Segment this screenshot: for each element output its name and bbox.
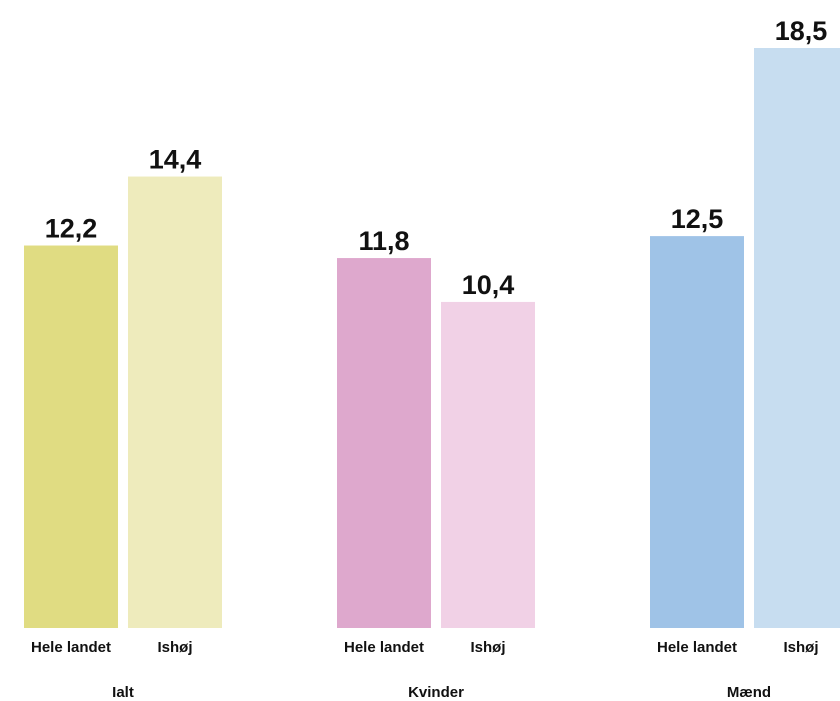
- group-label: Ialt: [112, 684, 134, 701]
- bar: [337, 258, 431, 628]
- group-label: Mænd: [727, 684, 771, 701]
- bar-group: 12,5 Hele landet 18,5 Ishøj Mænd: [650, 16, 840, 701]
- bar-group: 11,8 Hele landet 10,4 Ishøj Kvinder: [337, 226, 535, 701]
- bar: [441, 301, 535, 628]
- tick-label: Hele landet: [344, 639, 424, 656]
- data-label: 12,5: [671, 204, 724, 234]
- bar: [754, 48, 840, 628]
- bar: [128, 176, 222, 629]
- tick-label: Ishøj: [783, 639, 818, 656]
- bar: [24, 245, 118, 628]
- bar-group: 12,2 Hele landet 14,4 Ishøj Ialt: [24, 145, 222, 701]
- tick-label: Ishøj: [470, 639, 505, 656]
- data-label: 14,4: [149, 145, 202, 175]
- tick-label: Hele landet: [31, 639, 111, 656]
- data-label: 10,4: [462, 270, 515, 300]
- tick-label: Hele landet: [657, 639, 737, 656]
- data-label: 12,2: [45, 214, 98, 244]
- tick-label: Ishøj: [157, 639, 192, 656]
- data-label: 11,8: [358, 226, 409, 256]
- group-label: Kvinder: [408, 684, 464, 701]
- data-label: 18,5: [775, 16, 828, 46]
- bar: [650, 236, 744, 629]
